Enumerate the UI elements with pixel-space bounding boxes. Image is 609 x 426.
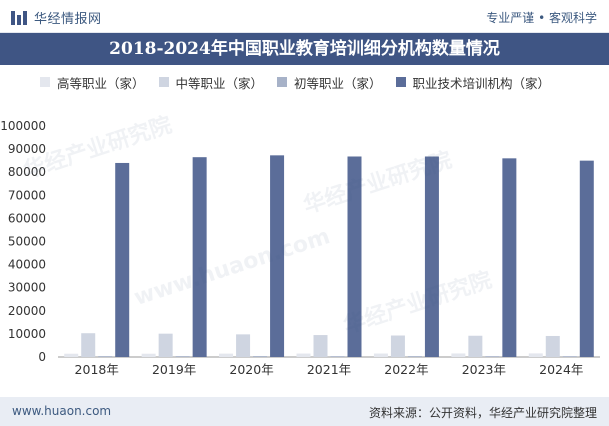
- y-tick-label-2: 20000: [8, 304, 46, 318]
- legend-swatch-1: [158, 77, 169, 87]
- bar-s3-c5: [502, 158, 517, 357]
- legend-label-0: 高等职业（家）: [57, 75, 145, 91]
- bar-s1-c3: [313, 335, 328, 357]
- bar-s1-c4: [390, 335, 405, 357]
- y-tick-label-7: 70000: [8, 188, 46, 202]
- bar-s3-c4: [424, 156, 439, 357]
- bar-s3-c2: [270, 155, 285, 357]
- bar-s0-c5: [451, 353, 466, 357]
- chart-title: 2018-2024年中国职业教育培训细分机构数量情况: [0, 33, 609, 65]
- bar-s1-c5: [468, 335, 483, 357]
- bar-s0-c0: [64, 353, 79, 357]
- y-tick-label-0: 0: [38, 350, 46, 364]
- footer-website-link[interactable]: www.huaon.com: [12, 404, 112, 418]
- bar-s1-c2: [236, 334, 251, 357]
- x-tick-label-1: 2019年: [152, 362, 196, 377]
- bar-s2-c6: [562, 356, 577, 357]
- bar-s0-c4: [373, 353, 388, 357]
- bar-s0-c2: [219, 353, 234, 357]
- bar-s0-c6: [528, 353, 543, 357]
- legend-swatch-3: [395, 77, 406, 87]
- y-tick-label-5: 50000: [8, 235, 46, 249]
- y-tick-label-10: 100000: [0, 119, 46, 133]
- footer-source: 资料来源：公开资料，华经产业研究院整理: [368, 406, 597, 420]
- chart-legend: 高等职业（家） 中等职业（家） 初等职业（家） 职业技术培训机构（家）: [40, 73, 600, 91]
- brand[interactable]: 华经情报网: [10, 8, 102, 27]
- bar-s1-c0: [81, 333, 96, 357]
- bar-s2-c5: [485, 356, 500, 357]
- legend-label-1: 中等职业（家）: [175, 75, 264, 91]
- bar-s3-c1: [192, 157, 207, 357]
- bar-s3-c6: [579, 160, 594, 357]
- bar-s0-c3: [296, 353, 311, 357]
- x-tick-label-0: 2018年: [75, 362, 119, 377]
- legend-swatch-0: [40, 77, 50, 87]
- tagline: 专业严谨 • 客观科学: [486, 11, 597, 25]
- y-tick-label-6: 60000: [8, 211, 46, 225]
- bar-chart: 0 10000 20000 30000 40000 50000 60000 70000 8000…: [0, 119, 600, 377]
- y-tick-label-8: 80000: [8, 165, 46, 179]
- bar-s1-c1: [158, 333, 173, 357]
- brand-name: 华经情报网: [34, 12, 102, 27]
- legend-label-2: 初等职业（家）: [294, 75, 382, 91]
- bar-s2-c1: [175, 356, 190, 357]
- bar-s2-c2: [253, 356, 268, 357]
- footer: www.huaon.com 资料来源：公开资料，华经产业研究院整理: [0, 397, 609, 426]
- y-tick-label-1: 10000: [8, 327, 46, 341]
- bar-s0-c1: [141, 353, 156, 357]
- legend-item-1[interactable]: 中等职业（家）: [158, 73, 264, 92]
- bar-s2-c3: [330, 356, 345, 357]
- y-tick-label-4: 40000: [8, 258, 46, 272]
- legend-item-3[interactable]: 职业技术培训机构（家）: [395, 73, 551, 92]
- x-tick-label-3: 2021年: [307, 362, 351, 377]
- x-tick-label-4: 2022年: [384, 362, 428, 377]
- bar-s2-c0: [98, 356, 113, 357]
- x-tick-label-5: 2023年: [462, 362, 506, 377]
- legend-item-0[interactable]: 高等职业（家）: [40, 73, 145, 92]
- legend-label-3: 职业技术培训机构（家）: [412, 75, 551, 91]
- brand-logo-icon: [11, 10, 27, 25]
- legend-swatch-2: [277, 77, 288, 87]
- y-tick-label-9: 90000: [8, 142, 46, 156]
- bar-s3-c0: [115, 162, 130, 357]
- x-tick-label-2: 2020年: [229, 362, 273, 377]
- top-header: 华经情报网 专业严谨 • 客观科学: [0, 0, 609, 33]
- x-tick-label-6: 2024年: [539, 362, 583, 377]
- y-tick-label-3: 30000: [8, 281, 46, 295]
- bar-s1-c6: [545, 335, 560, 357]
- legend-item-2[interactable]: 初等职业（家）: [277, 73, 382, 92]
- bar-s2-c4: [407, 356, 422, 357]
- bar-s3-c3: [347, 156, 362, 357]
